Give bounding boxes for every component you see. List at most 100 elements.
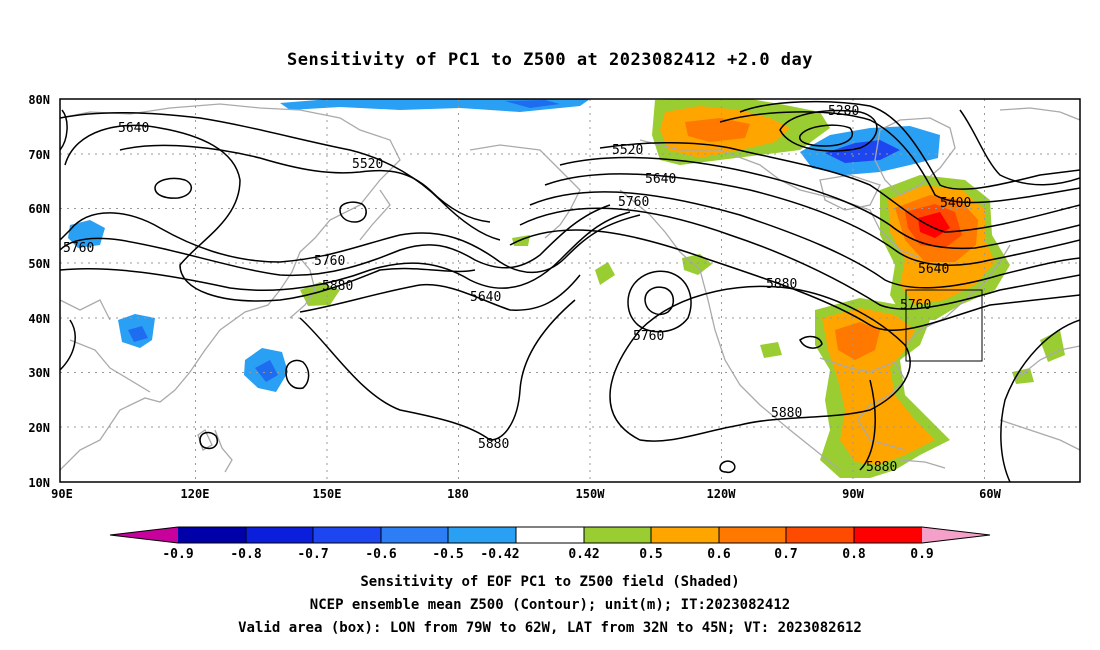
contour-label: 5880 [766,277,797,292]
colorbar-swatch [854,527,922,543]
contour-low-left [799,335,823,349]
colorbar-swatch [178,527,246,543]
contour-label: 5520 [612,143,643,158]
colorbar-label: -0.42 [480,547,519,562]
coast-japan [289,257,316,319]
contour-5580 [559,156,1080,250]
colorbar-outline [109,526,991,544]
colorbar-swatch [584,527,651,543]
contour-5460 [719,111,1080,204]
colorbar-right-arrow [922,527,990,543]
contour-5760-low [627,270,692,333]
lat-tick-label: 60N [28,202,50,216]
colorbar-label: -0.8 [230,547,261,562]
lat-tick-label: 10N [28,476,50,490]
contour-label: 5760 [633,329,664,344]
contour-5280 [779,109,878,152]
contour-5880-east [609,285,911,442]
coast-na-west [619,189,841,471]
colorbar-label: 0.6 [707,547,731,562]
contour-5880-bottom [719,460,736,474]
colorbar: -0.9 -0.8 -0.7 -0.6 -0.5 -0.42 0.42 0.5 … [109,526,991,562]
contour-label: 5880 [478,437,509,452]
coast-alaska [469,144,581,239]
colorbar-swatch [786,527,854,543]
caption-valid-area: Valid area (box): LON from 79W to 62W, L… [238,620,862,636]
lon-tick-label: 180 [447,487,469,501]
lon-tick-label: 60W [979,487,1001,501]
contour-label: 5760 [618,195,649,210]
pos-shade-misc5 [760,342,782,358]
neg-shade-west2-core [128,326,148,342]
colorbar-label: -0.5 [432,547,463,562]
contour-5820-west [299,274,581,313]
contour-label: 5640 [645,172,676,187]
colorbar-label: 0.7 [774,547,797,562]
contour-5640-west [60,112,501,241]
lon-tick-label: 150W [576,487,606,501]
colorbar-label: 0.8 [842,547,866,562]
coast-sa [999,419,1080,451]
pos-shade-north-darkorange [685,118,750,142]
lat-tick-label: 50N [28,257,50,271]
colorbar-label: 0.9 [910,547,933,562]
contour-left-top [60,109,68,151]
lon-tick-label: 90W [842,487,864,501]
contour-5640-mid [60,204,611,277]
contour-5280-inner [799,124,854,147]
contour-5760-west [60,212,641,274]
sensitivity-shading [68,99,1065,478]
contour-label: 5880 [322,279,353,294]
coast-asia [60,103,401,471]
contour-5700 [529,191,1080,289]
colorbar-swatch [381,527,448,543]
lon-axis: 90E 120E 150E 180 150W 120W 90W 60W [51,487,1001,501]
contour-top-right [959,109,1080,186]
contour-5580-west [64,124,476,302]
colorbar-swatch [516,527,584,543]
contour-labels: 5640 5520 5280 5520 5640 5760 5400 5760 … [63,104,971,475]
contour-5760-low-inner [644,286,674,316]
contour-5520-west [119,144,491,223]
pos-shade-misc4 [1040,330,1065,362]
contour-label: 5400 [940,196,971,211]
lon-tick-label: 90E [51,487,73,501]
contour-5520-loop1 [154,177,193,199]
pos-shade-misc2 [595,262,615,285]
coast-hudson [819,174,881,211]
contour-label: 5760 [63,241,94,256]
contour-5520-east [599,142,1080,233]
neg-shade-west3-core [255,360,278,382]
lon-tick-label: 150E [313,487,342,501]
contour-5520-loop2 [339,201,367,223]
pos-shade-misc6 [1012,368,1034,384]
contour-label: 5880 [771,406,802,421]
colorbar-label: -0.7 [297,547,328,562]
chart-title: Sensitivity of PC1 to Z500 at 2023082412… [286,50,813,70]
coast-gulf [819,357,906,451]
lon-tick-label: 120E [181,487,210,501]
coast-indochina [60,299,111,321]
contour-left-west2 [60,319,76,371]
contour-5880-left-bottom [199,431,218,450]
lat-axis: 80N 70N 60N 50N 40N 30N 20N 10N [28,93,50,490]
coast-europe2 [1014,345,1080,381]
coast-kamchatka [359,189,391,241]
contour-5880-loop [285,359,310,390]
contour-label: 5640 [470,290,501,305]
coast-philippines [214,429,233,473]
contour-5760-east [519,207,1080,310]
lat-tick-label: 40N [28,312,50,326]
lon-tick-label: 120W [707,487,737,501]
contour-right-edge [1000,319,1080,482]
valid-area-box [905,289,983,362]
caption-contour: NCEP ensemble mean Z500 (Contour); unit(… [309,597,791,613]
neg-shade-greenland-core [825,140,900,163]
contour-label: 5640 [118,121,149,136]
contour-5640-east [544,173,1080,266]
coast-china-inland [69,339,151,393]
contour-5700-mid [60,211,631,292]
contour-5400 [739,100,1080,190]
z500-contours [60,100,1080,482]
